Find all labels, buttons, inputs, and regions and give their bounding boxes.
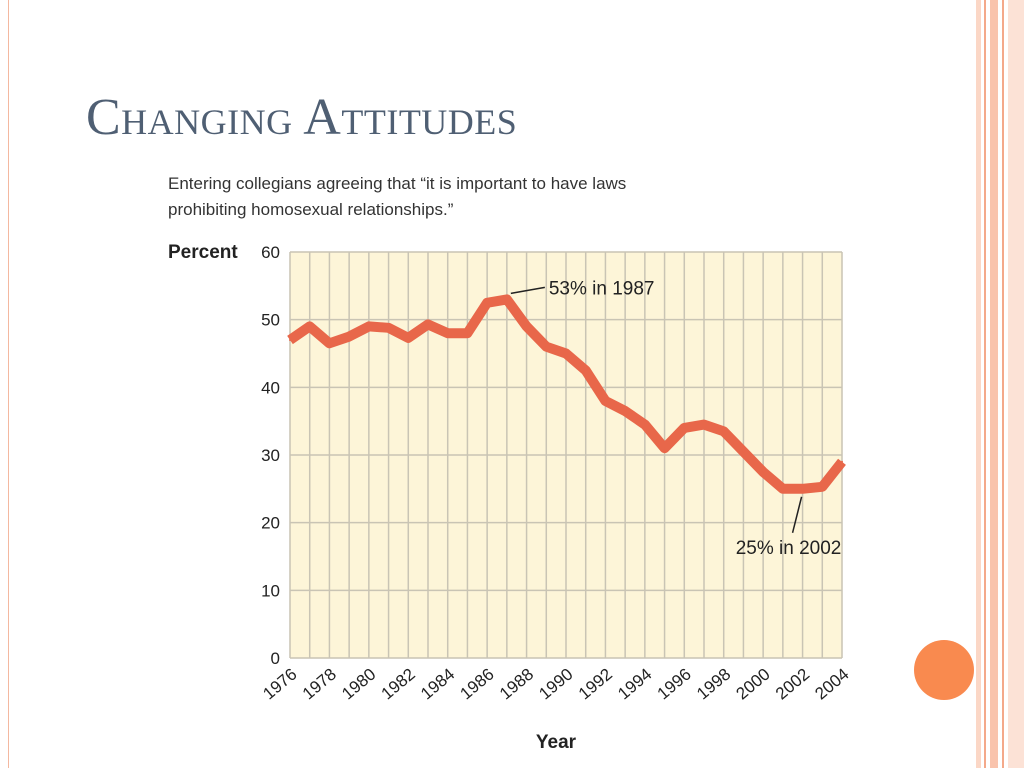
data-point xyxy=(565,352,567,355)
stripe xyxy=(990,0,998,768)
x-tick-label: 1994 xyxy=(614,665,655,704)
x-tick-label: 1976 xyxy=(259,665,300,704)
data-point xyxy=(446,332,449,335)
chart-caption-line-1: Entering collegians agreeing that “it is… xyxy=(168,174,626,193)
y-tick-label: 0 xyxy=(271,649,280,668)
data-point xyxy=(801,487,804,490)
series-points xyxy=(289,298,843,490)
data-point xyxy=(643,423,646,426)
accent-circle xyxy=(914,640,974,700)
data-point xyxy=(308,325,311,328)
slide-title: Changing Attitudes xyxy=(86,89,518,146)
data-point xyxy=(328,342,331,345)
data-point xyxy=(841,460,843,463)
data-point xyxy=(387,326,390,329)
x-tick-label: 1992 xyxy=(575,665,616,704)
data-point xyxy=(289,338,291,341)
stripe xyxy=(1002,0,1004,768)
data-point xyxy=(427,323,429,326)
annotation-leader-2002 xyxy=(791,496,803,534)
data-point xyxy=(742,450,745,453)
annotation-1987: 53% in 1987 xyxy=(549,278,655,299)
grid-lines xyxy=(289,251,843,659)
data-point xyxy=(367,325,370,328)
x-tick-label: 1982 xyxy=(378,665,419,704)
x-tick-label: 1980 xyxy=(338,665,379,704)
data-point xyxy=(762,470,765,473)
data-point xyxy=(486,301,489,304)
y-tick-label: 50 xyxy=(261,311,280,330)
left-border xyxy=(0,0,9,768)
stripe xyxy=(976,0,981,768)
stripe xyxy=(1008,0,1024,768)
x-axis-label: Year xyxy=(536,732,577,753)
x-tick-label: 1984 xyxy=(417,665,458,704)
data-point xyxy=(604,399,607,402)
y-axis-ticks: 0 10 20 30 40 50 60 xyxy=(261,243,280,668)
y-tick-label: 60 xyxy=(261,243,280,262)
line-chart: Entering collegians agreeing that “it is… xyxy=(168,174,853,753)
data-point xyxy=(407,336,410,339)
data-point xyxy=(505,298,508,301)
x-tick-label: 1988 xyxy=(496,665,537,704)
data-point xyxy=(722,430,725,433)
x-tick-label: 1998 xyxy=(693,665,734,704)
data-point xyxy=(683,426,686,429)
y-tick-label: 40 xyxy=(261,378,280,397)
annotation-leader-1987 xyxy=(510,286,545,295)
data-point xyxy=(663,447,666,450)
annotation-2002: 25% in 2002 xyxy=(736,538,842,559)
y-tick-label: 20 xyxy=(261,514,280,533)
x-axis-ticks: 1976197819801982198419861988199019921994… xyxy=(259,665,852,704)
y-axis-label: Percent xyxy=(168,242,238,263)
data-point xyxy=(584,369,587,372)
data-point xyxy=(624,410,627,413)
data-point xyxy=(348,335,351,338)
data-point xyxy=(545,345,548,348)
annotations: 53% in 1987 25% in 2002 xyxy=(510,278,842,559)
stripe xyxy=(984,0,986,768)
data-point xyxy=(703,423,705,426)
data-point xyxy=(466,332,469,335)
x-tick-label: 1978 xyxy=(299,665,340,704)
chart-caption-line-2: prohibiting homosexual relationships.” xyxy=(168,200,454,219)
y-tick-label: 30 xyxy=(261,446,280,465)
x-tick-label: 1990 xyxy=(535,665,576,704)
data-point xyxy=(821,485,824,488)
x-tick-label: 1996 xyxy=(654,665,695,704)
data-point xyxy=(781,487,784,490)
data-point xyxy=(525,325,528,328)
y-tick-label: 10 xyxy=(261,581,280,600)
x-tick-label: 2004 xyxy=(811,665,852,704)
x-tick-label: 2002 xyxy=(772,665,813,704)
right-border-stripes xyxy=(976,0,1024,768)
x-tick-label: 1986 xyxy=(457,665,498,704)
x-tick-label: 2000 xyxy=(733,665,774,704)
